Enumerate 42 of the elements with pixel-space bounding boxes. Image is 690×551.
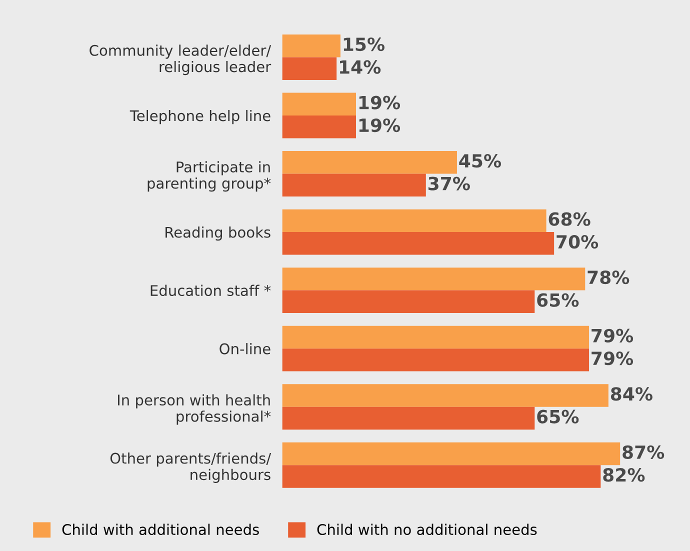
bar	[282, 442, 620, 466]
legend-label: Child with additional needs	[62, 524, 259, 536]
data-label: 45%	[459, 154, 502, 168]
bar	[282, 326, 590, 349]
bar	[282, 57, 337, 80]
data-label: 65%	[537, 410, 579, 424]
bar	[282, 406, 535, 430]
data-label: 37%	[428, 176, 470, 190]
data-label: 19%	[359, 96, 400, 110]
y-tick-label: On-line	[220, 343, 270, 354]
bar	[282, 34, 340, 58]
y-tick-label: Other parents/friends/ neighbours	[110, 452, 272, 483]
bar	[282, 116, 356, 138]
data-label: 82%	[603, 468, 645, 482]
bar	[282, 384, 608, 407]
bar	[282, 348, 590, 372]
bar	[282, 174, 426, 196]
data-label: 79%	[592, 328, 634, 342]
y-tick-label: Participate in parenting group*	[148, 161, 271, 192]
bar	[282, 209, 546, 232]
bar	[282, 232, 554, 255]
data-label: 78%	[588, 270, 630, 284]
bar	[282, 268, 586, 290]
data-label: 68%	[548, 212, 590, 226]
data-label: 79%	[592, 352, 634, 366]
bar	[282, 290, 535, 314]
bar	[282, 151, 457, 174]
y-tick-label: Reading books	[166, 226, 270, 241]
data-label: 15%	[344, 37, 384, 52]
data-label: 14%	[340, 60, 381, 74]
y-tick-label: Telephone help line	[130, 110, 270, 124]
data-label: 70%	[556, 234, 598, 249]
bar	[282, 465, 601, 488]
data-label: 65%	[537, 293, 579, 307]
y-tick-label: Community leader/elder/ religious leader	[90, 44, 272, 76]
y-tick-label: Education staff *	[150, 284, 271, 296]
data-label: 84%	[610, 387, 652, 401]
data-label: 19%	[359, 118, 400, 132]
legend-label: Child with no additional needs	[317, 524, 537, 536]
y-tick-label: In person with health professional*	[118, 394, 271, 425]
bar	[282, 92, 356, 116]
data-label: 87%	[622, 445, 664, 459]
